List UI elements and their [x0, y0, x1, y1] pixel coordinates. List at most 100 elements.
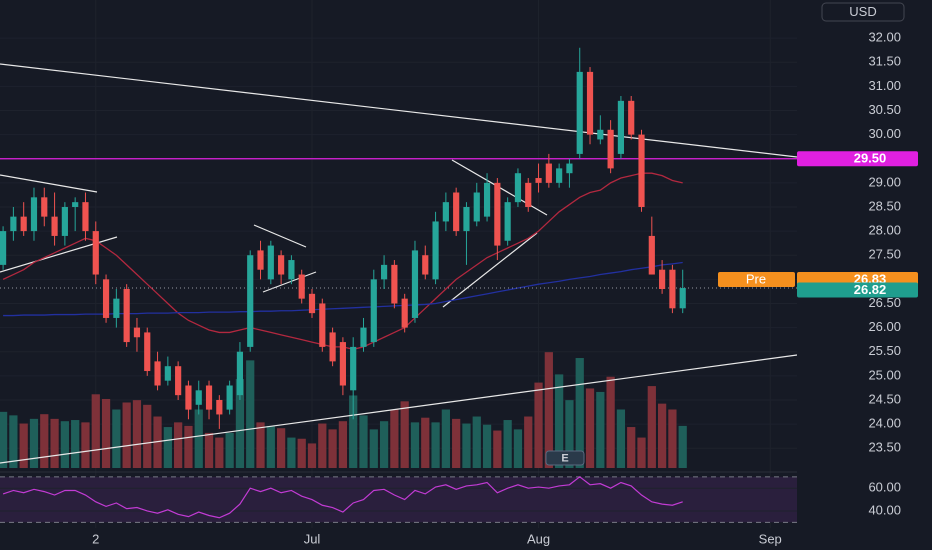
- volume-bar: [544, 352, 553, 468]
- candle-body: [422, 255, 429, 275]
- currency-box[interactable]: [821, 2, 905, 22]
- volume-bar: [132, 400, 142, 468]
- trend-line: [0, 63, 798, 158]
- drawings: [0, 63, 798, 464]
- candle-body: [123, 289, 130, 343]
- candle-body: [308, 293, 316, 314]
- volume-bar: [60, 421, 69, 468]
- y-tick-label: 30.00: [868, 126, 901, 141]
- candle-body: [267, 245, 274, 280]
- volume-bar: [585, 388, 595, 468]
- volume-bar: [668, 409, 677, 468]
- y-tick-label: 25.50: [868, 343, 901, 358]
- volume-bar: [19, 423, 28, 468]
- volume-bar: [482, 424, 492, 468]
- candle-body: [133, 327, 141, 338]
- candle-body: [504, 202, 511, 241]
- volume-bar: [163, 427, 172, 468]
- volume-bar: [50, 418, 59, 468]
- y-tick-label: 26.50: [868, 295, 901, 310]
- x-tick-label: 2: [92, 531, 99, 546]
- candle-body: [226, 385, 233, 410]
- volume-bar: [276, 428, 286, 468]
- candle-body: [154, 361, 161, 386]
- candle-body: [185, 385, 192, 410]
- volume-bar: [338, 421, 348, 468]
- volume-bar: [555, 374, 564, 468]
- candle-body: [144, 332, 151, 372]
- volume-bar: [657, 403, 667, 468]
- volume-bar: [297, 438, 306, 468]
- candle-body: [617, 100, 625, 154]
- volume-bar: [174, 422, 183, 468]
- candle-body: [473, 192, 480, 222]
- volume-bar: [637, 437, 646, 468]
- y-tick-label: 23.50: [868, 440, 901, 455]
- volume-bar: [421, 417, 430, 468]
- volume-bar: [462, 423, 471, 468]
- y-tick-label: 24.00: [868, 416, 901, 431]
- y-tick-label: 26.00: [868, 319, 901, 334]
- candle-body: [51, 216, 58, 236]
- volume-bar: [153, 416, 162, 468]
- candle-body: [483, 182, 491, 217]
- candle-body: [278, 255, 285, 275]
- candle-body: [453, 192, 460, 232]
- trend-line: [0, 354, 798, 464]
- volume-bar: [215, 437, 224, 468]
- volume-bar: [9, 415, 18, 468]
- candle-body: [442, 202, 449, 222]
- y-tick-label: 31.50: [868, 54, 901, 69]
- candle-body: [113, 298, 120, 318]
- volume-bar: [266, 425, 275, 468]
- x-tick-label: Sep: [759, 531, 782, 546]
- volume-bar: [606, 376, 615, 468]
- candle-body: [92, 231, 99, 275]
- volume-bar: [493, 430, 502, 468]
- volume-bar: [256, 422, 265, 468]
- candle-body: [195, 390, 202, 405]
- y-tick-label: 27.50: [868, 247, 901, 262]
- candle-body: [401, 298, 408, 328]
- candle-body: [61, 206, 68, 236]
- candle-body: [535, 178, 542, 183]
- axis-layer: 23.5024.0024.5025.0025.5026.0026.5027.00…: [92, 30, 918, 546]
- candle-body: [41, 197, 48, 217]
- volume-bar: [184, 425, 193, 468]
- price-tag: [797, 282, 918, 298]
- candle-body: [247, 255, 254, 347]
- candle-body: [514, 173, 522, 203]
- y-tick-label: 30.50: [868, 102, 901, 117]
- rsi-band: [0, 476, 797, 523]
- candle-body: [411, 250, 419, 318]
- volume-bar: [246, 360, 255, 468]
- candle-body: [205, 385, 213, 410]
- volume-bar: [400, 401, 409, 468]
- volume-bar: [513, 429, 523, 468]
- volume-bar: [503, 420, 512, 468]
- candle-body: [525, 182, 532, 207]
- grid: [0, 476, 797, 523]
- earnings-badge[interactable]: [545, 450, 585, 466]
- volume-bar: [596, 391, 605, 468]
- volume-bar: [143, 404, 152, 468]
- candle-body: [298, 274, 305, 299]
- candle-body: [659, 269, 666, 290]
- volume-layer: [0, 352, 687, 468]
- volume-bar: [225, 432, 234, 468]
- y-tick-label: 29.00: [868, 174, 901, 189]
- volume-bar: [122, 402, 131, 468]
- volume-bar: [627, 427, 636, 468]
- premarket-tag: [718, 272, 795, 288]
- volume-bar: [441, 409, 450, 468]
- volume-bar: [390, 409, 399, 468]
- candle-body: [329, 332, 336, 362]
- candle-body: [10, 216, 17, 232]
- candle-body: [0, 231, 7, 265]
- volume-bar: [565, 400, 574, 468]
- candle-body: [236, 351, 244, 396]
- volume-bar: [235, 379, 245, 468]
- volume-bar: [410, 422, 420, 468]
- volume-bar: [534, 382, 543, 468]
